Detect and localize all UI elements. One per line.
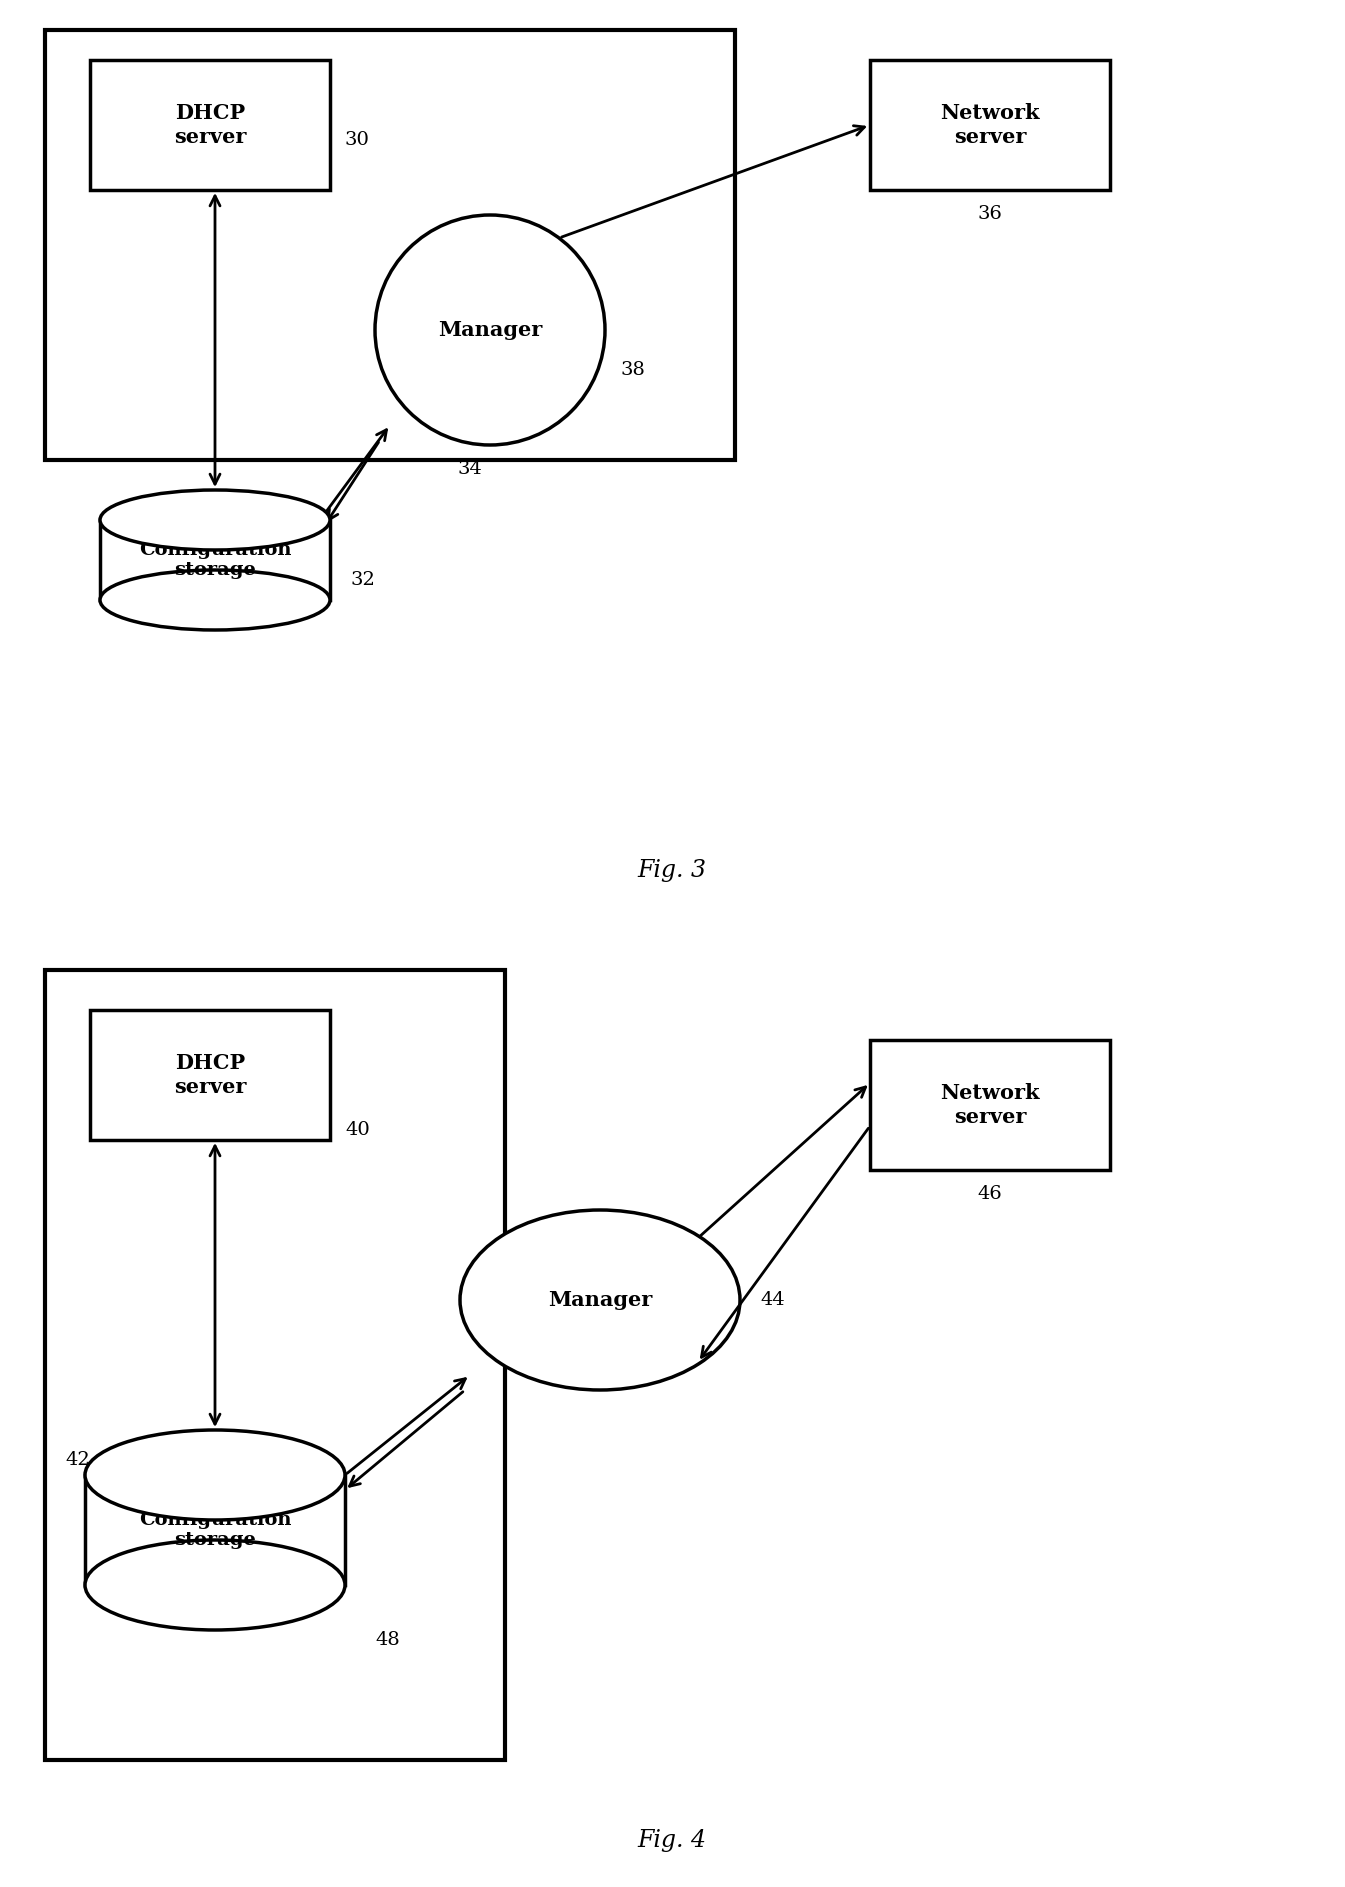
Text: Manager: Manager <box>547 1291 652 1310</box>
Text: 46: 46 <box>978 1185 1002 1204</box>
Bar <box>44 970 504 1761</box>
Text: 36: 36 <box>978 206 1002 223</box>
Bar <box>100 521 330 600</box>
Text: 38: 38 <box>620 360 644 379</box>
Text: Manager: Manager <box>438 321 542 340</box>
Ellipse shape <box>375 215 605 445</box>
Text: Fig. 4: Fig. 4 <box>638 1829 706 1851</box>
Ellipse shape <box>100 570 330 630</box>
Text: DHCP
server: DHCP server <box>174 1053 246 1096</box>
Text: 48: 48 <box>375 1630 399 1649</box>
Ellipse shape <box>85 1430 346 1521</box>
Text: 32: 32 <box>350 572 375 589</box>
Bar <box>90 1010 330 1140</box>
Bar <box>870 1040 1110 1170</box>
Bar <box>85 1476 346 1585</box>
Text: Configuration
storage: Configuration storage <box>139 540 292 579</box>
Text: Network
server: Network server <box>940 1083 1040 1127</box>
Text: 40: 40 <box>346 1121 370 1140</box>
Ellipse shape <box>85 1540 346 1630</box>
Bar <box>44 30 734 460</box>
Ellipse shape <box>100 491 330 549</box>
Bar <box>870 60 1110 191</box>
Bar <box>90 60 330 191</box>
Ellipse shape <box>460 1210 740 1391</box>
Text: Network
server: Network server <box>940 104 1040 147</box>
Text: 34: 34 <box>457 460 483 477</box>
Text: Fig. 3: Fig. 3 <box>638 859 706 881</box>
Text: 30: 30 <box>346 130 370 149</box>
Text: 44: 44 <box>760 1291 784 1310</box>
Text: 42: 42 <box>65 1451 90 1468</box>
Text: DHCP
server: DHCP server <box>174 104 246 147</box>
Text: Configuration
storage: Configuration storage <box>139 1511 292 1549</box>
